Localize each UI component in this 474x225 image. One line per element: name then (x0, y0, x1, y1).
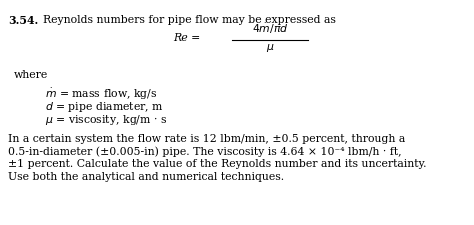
Text: 0.5-in-diameter (±0.005-in) pipe. The viscosity is 4.64 × 10⁻⁴ lbm/h · ft,: 0.5-in-diameter (±0.005-in) pipe. The vi… (8, 146, 401, 157)
Text: $\mu$: $\mu$ (266, 42, 274, 54)
Text: $\mu$ = viscosity, kg/m · s: $\mu$ = viscosity, kg/m · s (45, 113, 167, 127)
Text: $d$ = pipe diameter, m: $d$ = pipe diameter, m (45, 100, 164, 114)
Text: $\dot{m}$ = mass flow, kg/s: $\dot{m}$ = mass flow, kg/s (45, 87, 157, 102)
Text: Re =: Re = (173, 33, 200, 43)
Text: where: where (14, 70, 48, 80)
Text: Use both the analytical and numerical techniques.: Use both the analytical and numerical te… (8, 171, 284, 182)
Text: 3.54.: 3.54. (8, 15, 38, 26)
Text: In a certain system the flow rate is 12 lbm/min, ±0.5 percent, through a: In a certain system the flow rate is 12 … (8, 134, 405, 144)
Text: Reynolds numbers for pipe flow may be expressed as: Reynolds numbers for pipe flow may be ex… (36, 15, 336, 25)
Text: ±1 percent. Calculate the value of the Reynolds number and its uncertainty.: ±1 percent. Calculate the value of the R… (8, 159, 427, 169)
Text: $4\dot{m}/\pi d$: $4\dot{m}/\pi d$ (252, 22, 288, 36)
